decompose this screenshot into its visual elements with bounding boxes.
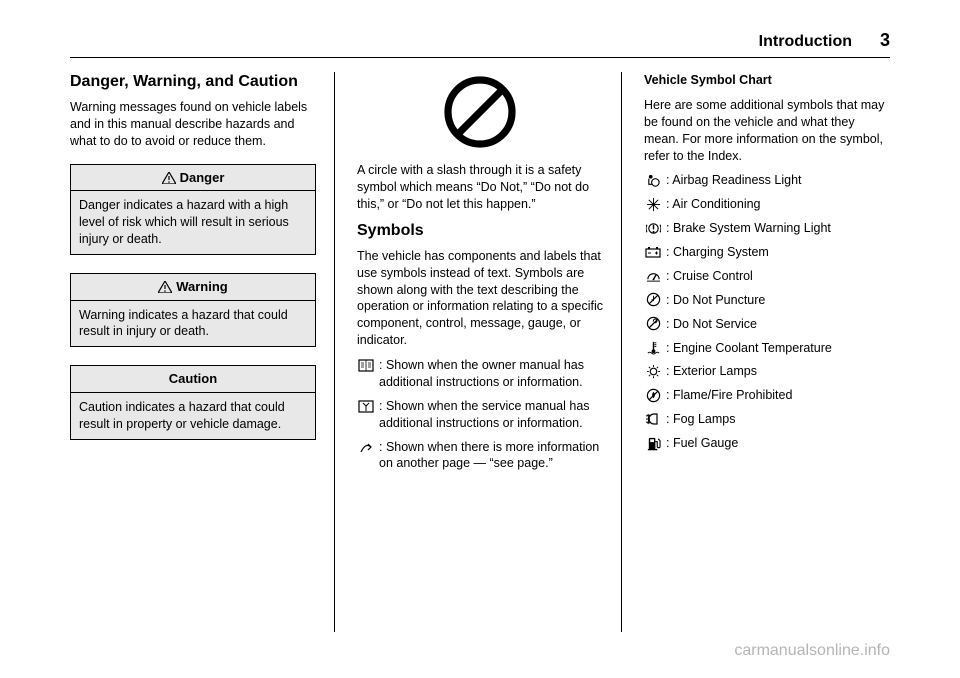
page-header: Introduction 3 [70,30,890,58]
danger-triangle-icon [162,172,176,184]
cruise-row: : Cruise Control [644,268,890,285]
prohibit-icon [440,72,520,152]
battery-icon [644,244,662,260]
owner-manual-text: : Shown when the owner manual has additi… [379,357,603,391]
prohibit-symbol-wrap [357,72,603,152]
warning-triangle-icon [158,281,172,293]
service-manual-symbol-row: : Shown when the service manual has addi… [357,398,603,432]
vehicle-symbol-chart-intro: Here are some additional symbols that ma… [644,97,890,165]
service-manual-icon [357,398,375,414]
watermark: carmanualsonline.info [734,642,890,660]
warning-box-head: Warning [71,274,315,301]
section-title: Introduction [759,33,852,51]
airbag-row: : Airbag Readiness Light [644,172,890,189]
fog-text: : Fog Lamps [666,411,890,428]
owner-manual-symbol-row: : Shown when the owner manual has additi… [357,357,603,391]
coolant-icon [644,340,662,356]
caution-box: Caution Caution indicates a hazard that … [70,365,316,439]
service-text: : Do Not Service [666,316,890,333]
cruise-text: : Cruise Control [666,268,890,285]
service-row: : Do Not Service [644,316,890,333]
service-manual-text: : Shown when the service manual has addi… [379,398,603,432]
flame-text: : Flame/Fire Prohibited [666,387,890,404]
airbag-text: : Airbag Readiness Light [666,172,890,189]
owner-manual-icon [357,357,375,373]
puncture-text: : Do Not Puncture [666,292,890,309]
content-columns: Danger, Warning, and Caution Warning mes… [70,72,890,632]
fog-row: : Fog Lamps [644,411,890,428]
warning-box: Warning Warning indicates a hazard that … [70,273,316,347]
brake-text: : Brake System Warning Light [666,220,890,237]
lamps-text: : Exterior Lamps [666,363,890,380]
ac-text: : Air Conditioning [666,196,890,213]
coolant-text: : Engine Coolant Temperature [666,340,890,357]
see-page-icon [357,439,375,455]
warning-body: Warning indicates a hazard that could re… [71,301,315,347]
caution-box-head: Caution [71,366,315,393]
danger-body: Danger indicates a hazard with a high le… [71,191,315,254]
prohibit-caption: A circle with a slash through it is a sa… [357,162,603,213]
brake-row: : Brake System Warning Light [644,220,890,237]
see-page-symbol-row: : Shown when there is more information o… [357,439,603,473]
brake-icon [644,220,662,236]
charging-text: : Charging System [666,244,890,261]
snowflake-icon [644,196,662,212]
symbols-heading: Symbols [357,221,603,240]
manual-page: Introduction 3 Danger, Warning, and Caut… [0,0,960,678]
charging-row: : Charging System [644,244,890,261]
coolant-row: : Engine Coolant Temperature [644,340,890,357]
fog-lamp-icon [644,411,662,427]
fuel-row: : Fuel Gauge [644,435,890,452]
ac-row: : Air Conditioning [644,196,890,213]
symbols-intro: The vehicle has components and labels th… [357,248,603,349]
airbag-icon [644,172,662,188]
no-flame-icon [644,387,662,403]
vehicle-symbol-chart-title: Vehicle Symbol Chart [644,72,890,89]
page-number: 3 [880,30,890,51]
column-1: Danger, Warning, and Caution Warning mes… [70,72,335,632]
lamps-row: : Exterior Lamps [644,363,890,380]
column-2: A circle with a slash through it is a sa… [357,72,622,632]
puncture-row: : Do Not Puncture [644,292,890,309]
dwc-intro: Warning messages found on vehicle labels… [70,99,316,150]
flame-row: : Flame/Fire Prohibited [644,387,890,404]
caution-title: Caution [169,370,217,388]
fuel-text: : Fuel Gauge [666,435,890,452]
danger-box-head: Danger [71,165,315,192]
danger-box: Danger Danger indicates a hazard with a … [70,164,316,255]
fuel-icon [644,435,662,451]
no-puncture-icon [644,292,662,308]
column-3: Vehicle Symbol Chart Here are some addit… [644,72,890,632]
see-page-text: : Shown when there is more information o… [379,439,603,473]
caution-body: Caution indicates a hazard that could re… [71,393,315,439]
warning-title: Warning [176,278,228,296]
no-service-icon [644,316,662,332]
danger-warning-caution-heading: Danger, Warning, and Caution [70,72,316,91]
cruise-icon [644,268,662,284]
danger-title: Danger [180,169,225,187]
lamp-icon [644,363,662,379]
